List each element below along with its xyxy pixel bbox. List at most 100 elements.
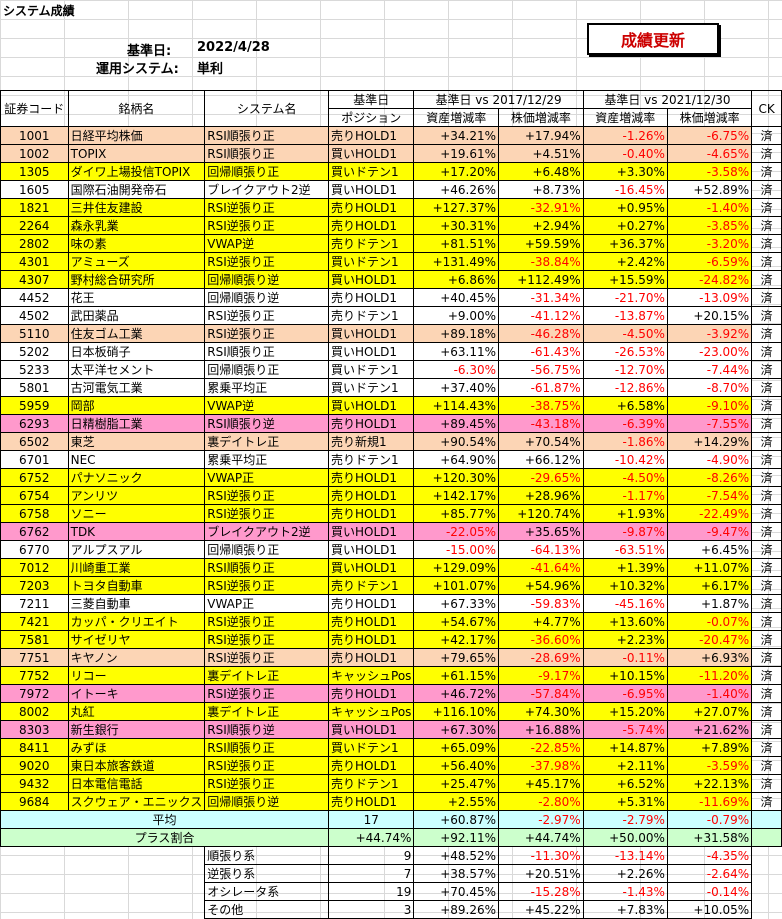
- cell-code[interactable]: 1821: [0, 198, 69, 217]
- cell-system[interactable]: RSI逆張り正: [204, 774, 330, 793]
- cell-p1[interactable]: -61.43%: [498, 342, 584, 361]
- cell-code[interactable]: 5110: [0, 324, 69, 343]
- cell-p1[interactable]: +74.30%: [498, 702, 584, 721]
- cell-a1[interactable]: +90.54%: [413, 432, 500, 451]
- cell-system[interactable]: RSI逆張り正: [204, 252, 330, 271]
- cell-position[interactable]: 買いHOLD1: [328, 720, 415, 739]
- cell-a2[interactable]: +10.32%: [582, 576, 668, 595]
- cell-a2[interactable]: -4.50%: [582, 324, 668, 343]
- cell-p2[interactable]: +6.93%: [666, 648, 753, 667]
- cell-system[interactable]: RSI逆張り正: [204, 648, 330, 667]
- cell-position[interactable]: 買いHOLD1: [328, 144, 415, 163]
- cell-code[interactable]: 4307: [0, 270, 69, 289]
- cell-code[interactable]: 8002: [0, 702, 69, 721]
- cell-system[interactable]: 回帰順張り逆: [204, 288, 330, 307]
- cell-p2[interactable]: +21.62%: [666, 720, 753, 739]
- cell-system[interactable]: RSI順張り正: [204, 558, 330, 577]
- cell-code[interactable]: 7972: [0, 684, 69, 703]
- cell-name[interactable]: トヨタ自動車: [67, 576, 206, 595]
- cell-system[interactable]: 回帰順張り正: [204, 162, 330, 181]
- cell-a2[interactable]: +6.52%: [582, 774, 668, 793]
- cell-p2[interactable]: +52.89%: [666, 180, 753, 199]
- update-results-button[interactable]: 成績更新: [587, 23, 719, 55]
- cell-system[interactable]: 回帰順張り逆: [204, 792, 330, 811]
- cell-name[interactable]: 森永乳業: [67, 216, 206, 235]
- cell-p2[interactable]: -7.55%: [666, 414, 753, 433]
- cell-position[interactable]: 買いドテン1: [328, 360, 415, 379]
- cell-p1[interactable]: -41.12%: [498, 306, 584, 325]
- cell-a1[interactable]: +46.72%: [413, 684, 500, 703]
- cell-p2[interactable]: -4.90%: [666, 450, 753, 469]
- cell-position[interactable]: 買いHOLD1: [328, 342, 415, 361]
- cell-p2[interactable]: -7.54%: [666, 486, 753, 505]
- cell-a1[interactable]: +6.86%: [413, 270, 500, 289]
- cell-p2[interactable]: -24.82%: [666, 270, 753, 289]
- cell-a2[interactable]: -12.86%: [582, 378, 668, 397]
- cell-a2[interactable]: +1.39%: [582, 558, 668, 577]
- cell-name[interactable]: イトーキ: [67, 684, 206, 703]
- cell-p1[interactable]: -31.34%: [498, 288, 584, 307]
- cell-name[interactable]: 東日本旅客鉄道: [67, 756, 206, 775]
- cell-ck[interactable]: 済: [751, 522, 782, 541]
- cell-position[interactable]: 買いドテン1: [328, 738, 415, 757]
- cell-code[interactable]: 6770: [0, 540, 69, 559]
- cell-a1[interactable]: +46.26%: [413, 180, 500, 199]
- cell-system[interactable]: VWAP逆: [204, 234, 330, 253]
- cell-position[interactable]: 売りHOLD1: [328, 594, 415, 613]
- cell-name[interactable]: ダイワ上場投信TOPIX: [67, 162, 206, 181]
- cell-ck[interactable]: 済: [751, 324, 782, 343]
- cell-p1[interactable]: -32.91%: [498, 198, 584, 217]
- cell-name[interactable]: TDK: [67, 522, 206, 541]
- cell-p2[interactable]: -6.75%: [666, 126, 753, 145]
- cell-system[interactable]: RSI順張り正: [204, 126, 330, 145]
- cell-p1[interactable]: -9.17%: [498, 666, 584, 685]
- cell-a2[interactable]: +2.42%: [582, 252, 668, 271]
- cell-a2[interactable]: +2.23%: [582, 630, 668, 649]
- cell-a2[interactable]: -10.42%: [582, 450, 668, 469]
- cell-p2[interactable]: -3.20%: [666, 234, 753, 253]
- cell-code[interactable]: 6502: [0, 432, 69, 451]
- cell-position[interactable]: 売りHOLD1: [328, 288, 415, 307]
- cell-p2[interactable]: +6.45%: [666, 540, 753, 559]
- cell-name[interactable]: TOPIX: [67, 144, 206, 163]
- cell-name[interactable]: 川崎重工業: [67, 558, 206, 577]
- cell-p1[interactable]: -64.13%: [498, 540, 584, 559]
- cell-p2[interactable]: +7.89%: [666, 738, 753, 757]
- cell-a1[interactable]: +17.20%: [413, 162, 500, 181]
- cell-code[interactable]: 7203: [0, 576, 69, 595]
- cell-p1[interactable]: +4.77%: [498, 612, 584, 631]
- cell-position[interactable]: 売りHOLD1: [328, 684, 415, 703]
- cell-system[interactable]: VWAP正: [204, 468, 330, 487]
- cell-a2[interactable]: +3.30%: [582, 162, 668, 181]
- cell-p2[interactable]: -9.10%: [666, 396, 753, 415]
- cell-position[interactable]: 売りHOLD1: [328, 486, 415, 505]
- cell-system[interactable]: RSI逆張り正: [204, 306, 330, 325]
- cell-position[interactable]: 売りHOLD1: [328, 792, 415, 811]
- cell-p2[interactable]: +1.87%: [666, 594, 753, 613]
- cell-code[interactable]: 7751: [0, 648, 69, 667]
- cell-ck[interactable]: 済: [751, 594, 782, 613]
- cell-a1[interactable]: +101.07%: [413, 576, 500, 595]
- cell-position[interactable]: 売りHOLD1: [328, 198, 415, 217]
- cell-name[interactable]: 日本板硝子: [67, 342, 206, 361]
- cell-position[interactable]: 売りHOLD1: [328, 414, 415, 433]
- cell-name[interactable]: 日経平均株価: [67, 126, 206, 145]
- cell-position[interactable]: 売りドテン1: [328, 234, 415, 253]
- cell-ck[interactable]: 済: [751, 180, 782, 199]
- cell-position[interactable]: 買いHOLD1: [328, 180, 415, 199]
- cell-p2[interactable]: +27.07%: [666, 702, 753, 721]
- cell-ck[interactable]: 済: [751, 486, 782, 505]
- cell-p1[interactable]: -28.69%: [498, 648, 584, 667]
- cell-name[interactable]: 東芝: [67, 432, 206, 451]
- cell-p2[interactable]: -1.40%: [666, 684, 753, 703]
- cell-position[interactable]: 売りHOLD1: [328, 504, 415, 523]
- cell-code[interactable]: 4301: [0, 252, 69, 271]
- cell-p2[interactable]: -8.26%: [666, 468, 753, 487]
- cell-name[interactable]: 日本電信電話: [67, 774, 206, 793]
- cell-p1[interactable]: -38.75%: [498, 396, 584, 415]
- cell-position[interactable]: 買いドテン1: [328, 162, 415, 181]
- cell-a1[interactable]: +142.17%: [413, 486, 500, 505]
- cell-p1[interactable]: -46.28%: [498, 324, 584, 343]
- cell-position[interactable]: キャッシュPos: [328, 702, 415, 721]
- cell-code[interactable]: 1002: [0, 144, 69, 163]
